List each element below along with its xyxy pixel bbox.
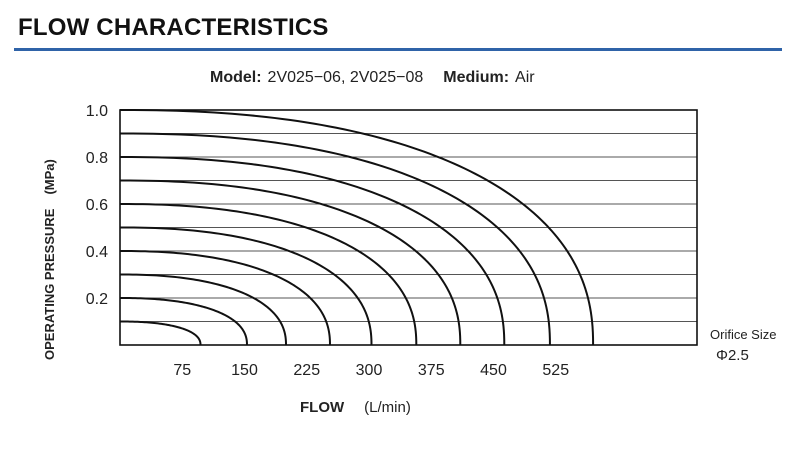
header: FLOW CHARACTERISTICS xyxy=(14,10,782,51)
y-tick-label: 0.4 xyxy=(86,244,108,261)
x-tick-label: 150 xyxy=(231,362,258,379)
flow-curve xyxy=(120,320,202,346)
flow-curve xyxy=(119,273,287,346)
y-tick-labels: 0.2 0.4 0.6 0.8 1.0 xyxy=(86,103,108,308)
flow-curve xyxy=(119,203,418,346)
plot-frame xyxy=(119,109,698,346)
flow-curve xyxy=(119,226,373,346)
y-tick-label: 1.0 xyxy=(86,103,108,120)
model-value: 2V025−06, 2V025−08 xyxy=(268,69,424,86)
medium-label: Medium: xyxy=(443,69,509,86)
x-tick-label: 375 xyxy=(418,362,445,379)
flow-curve xyxy=(119,297,248,346)
y-axis-label: OPERATING PRESSURE (MPa) xyxy=(42,159,57,360)
x-tick-labels: 75 150 225 300 375 450 525 xyxy=(173,362,569,379)
flow-curve xyxy=(119,179,462,346)
flow-curve xyxy=(119,156,506,346)
y-tick-label: 0.6 xyxy=(86,197,108,214)
flow-curve xyxy=(119,109,595,346)
orifice-size-label: Orifice Size xyxy=(710,327,776,342)
model-line: Model: 2V025−06, 2V025−08 Medium: Air xyxy=(210,69,535,86)
x-tick-label: 450 xyxy=(480,362,507,379)
x-tick-label: 525 xyxy=(542,362,569,379)
y-axis-title: OPERATING PRESSURE xyxy=(42,208,57,360)
page-title: FLOW CHARACTERISTICS xyxy=(18,14,329,41)
y-axis-unit: (MPa) xyxy=(42,159,57,194)
grid-lines xyxy=(120,133,697,322)
y-tick-label: 0.2 xyxy=(86,291,108,308)
x-axis-unit: (L/min) xyxy=(364,399,411,416)
model-label: Model: xyxy=(210,69,262,86)
flow-curves xyxy=(119,109,595,346)
x-axis-label: FLOW (L/min) xyxy=(300,399,411,416)
x-tick-label: 75 xyxy=(173,362,191,379)
x-tick-label: 225 xyxy=(293,362,320,379)
x-axis-title: FLOW xyxy=(300,399,345,416)
y-tick-label: 0.8 xyxy=(86,150,108,167)
flow-curve xyxy=(119,250,331,346)
x-tick-label: 300 xyxy=(356,362,383,379)
flow-curve xyxy=(119,132,551,346)
orifice-size-value: Φ2.5 xyxy=(716,347,749,364)
medium-value: Air xyxy=(515,69,535,86)
